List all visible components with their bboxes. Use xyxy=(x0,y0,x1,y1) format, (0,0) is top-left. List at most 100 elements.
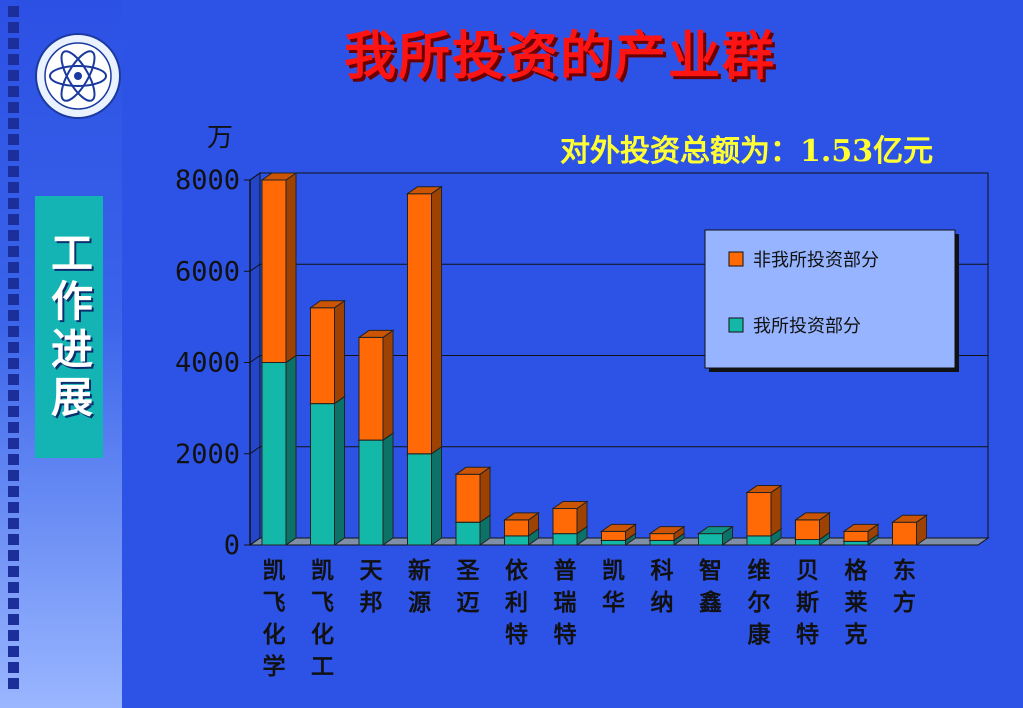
decorative-square xyxy=(8,534,19,545)
category-label-char: 东 xyxy=(893,557,916,584)
category-label: 依利特 xyxy=(505,557,529,648)
decorative-square xyxy=(8,6,19,17)
non-own-investment-bar xyxy=(601,530,626,541)
non-own-investment-bar xyxy=(746,492,772,537)
non-own-investment-bar-top xyxy=(648,526,686,535)
category-label-char: 纳 xyxy=(651,589,674,616)
category-label-char: 斯 xyxy=(796,589,819,616)
page-title: 我所投资的产业群 xyxy=(343,26,776,87)
category-label-char: 克 xyxy=(845,621,868,648)
y-unit-label: 万 xyxy=(207,123,233,153)
decorative-square xyxy=(8,214,19,225)
own-investment-bar-side xyxy=(382,432,394,546)
category-label-char: 贝 xyxy=(796,557,819,584)
category-label-char: 普 xyxy=(554,557,577,584)
y-tick-label: 0 xyxy=(224,530,240,561)
own-investment-bar xyxy=(746,535,772,546)
category-label-char: 智 xyxy=(699,557,722,584)
category-label-char: 邦 xyxy=(360,589,383,616)
decorative-square xyxy=(8,470,19,481)
decorative-square xyxy=(8,38,19,49)
non-own-investment-bar-top xyxy=(502,512,541,521)
total-investment-label: 对外投资总额为：1.53亿元 xyxy=(560,134,934,169)
decorative-square xyxy=(8,550,19,561)
own-investment-bar-side xyxy=(285,354,297,546)
decorative-square xyxy=(8,358,19,369)
non-own-investment-bar-top xyxy=(260,172,298,181)
category-label-char: 华 xyxy=(602,589,625,616)
legend-box xyxy=(704,229,956,369)
category-label-char: 学 xyxy=(263,653,286,680)
side-section-title: 工作进展 xyxy=(35,196,103,458)
y-tick-label: 2000 xyxy=(175,439,240,470)
decorative-square-column xyxy=(8,0,20,708)
non-own-investment-bar xyxy=(261,179,287,363)
own-investment-bar xyxy=(261,362,287,546)
own-investment-bar xyxy=(601,539,626,546)
category-label-char: 凯 xyxy=(602,557,625,584)
category-label-char: 飞 xyxy=(263,589,286,616)
category-label: 维尔康 xyxy=(748,557,772,648)
category-label-char: 飞 xyxy=(311,589,334,616)
non-own-investment-bar-side xyxy=(285,172,297,364)
decorative-square xyxy=(8,502,19,513)
decorative-square xyxy=(8,486,19,497)
category-label: 普瑞特 xyxy=(554,557,577,648)
y-tick-label: 8000 xyxy=(175,165,240,196)
non-own-investment-bar-side xyxy=(382,329,394,442)
non-own-investment-bar xyxy=(455,473,481,523)
category-label: 智鑫 xyxy=(698,557,722,616)
own-investment-bar xyxy=(698,533,723,546)
legend-label: 非我所投资部分 xyxy=(753,250,879,271)
category-label-char: 科 xyxy=(651,557,674,584)
decorative-square xyxy=(8,118,19,129)
non-own-investment-bar-top xyxy=(599,523,638,532)
category-label-char: 新 xyxy=(408,557,431,584)
category-label: 天邦 xyxy=(360,557,384,616)
non-own-investment-bar xyxy=(892,521,917,546)
non-own-investment-bar xyxy=(552,508,578,535)
legend-label: 我所投资部分 xyxy=(753,316,861,337)
decorative-square xyxy=(8,310,19,321)
legend-swatch xyxy=(728,251,744,267)
category-label-char: 莱 xyxy=(845,589,868,616)
left-panel: 工作进展 xyxy=(0,0,122,708)
grid-line-side xyxy=(249,172,261,181)
decorative-square xyxy=(8,406,19,417)
decorative-square xyxy=(8,54,19,65)
category-label: 科纳 xyxy=(651,557,674,616)
grid-line-side xyxy=(249,446,261,455)
non-own-investment-bar-side xyxy=(431,185,442,455)
category-label-char: 康 xyxy=(748,621,772,648)
category-label-char: 鑫 xyxy=(698,589,722,616)
non-own-investment-bar-top xyxy=(793,512,832,521)
category-label: 格莱克 xyxy=(845,557,869,648)
own-investment-bar xyxy=(843,540,869,546)
category-label-char: 特 xyxy=(796,621,819,648)
category-label-char: 凯 xyxy=(311,557,334,584)
category-label-char: 化 xyxy=(311,621,334,648)
non-own-investment-bar xyxy=(843,530,869,542)
non-own-investment-bar-top xyxy=(745,485,783,494)
decorative-square xyxy=(8,438,19,449)
grid-line-side xyxy=(249,263,261,272)
non-own-investment-bar-top xyxy=(405,186,444,195)
own-investment-bar-side xyxy=(334,395,345,546)
category-label-char: 利 xyxy=(505,589,528,616)
category-label-char: 方 xyxy=(893,589,916,616)
decorative-square xyxy=(8,662,19,673)
decorative-square xyxy=(8,614,19,625)
decorative-square xyxy=(8,598,19,609)
non-own-investment-bar-top xyxy=(551,501,589,509)
non-own-investment-bar xyxy=(504,519,529,537)
decorative-square xyxy=(8,198,19,209)
non-own-investment-bar-top xyxy=(842,523,880,532)
category-label-char: 迈 xyxy=(457,589,480,616)
own-investment-bar-side xyxy=(431,445,442,546)
decorative-square xyxy=(8,646,19,657)
decorative-square xyxy=(8,166,19,177)
non-own-investment-bar-side xyxy=(479,466,491,524)
y-tick-label: 6000 xyxy=(175,256,240,287)
category-label-char: 特 xyxy=(505,621,528,648)
decorative-square xyxy=(8,294,19,305)
